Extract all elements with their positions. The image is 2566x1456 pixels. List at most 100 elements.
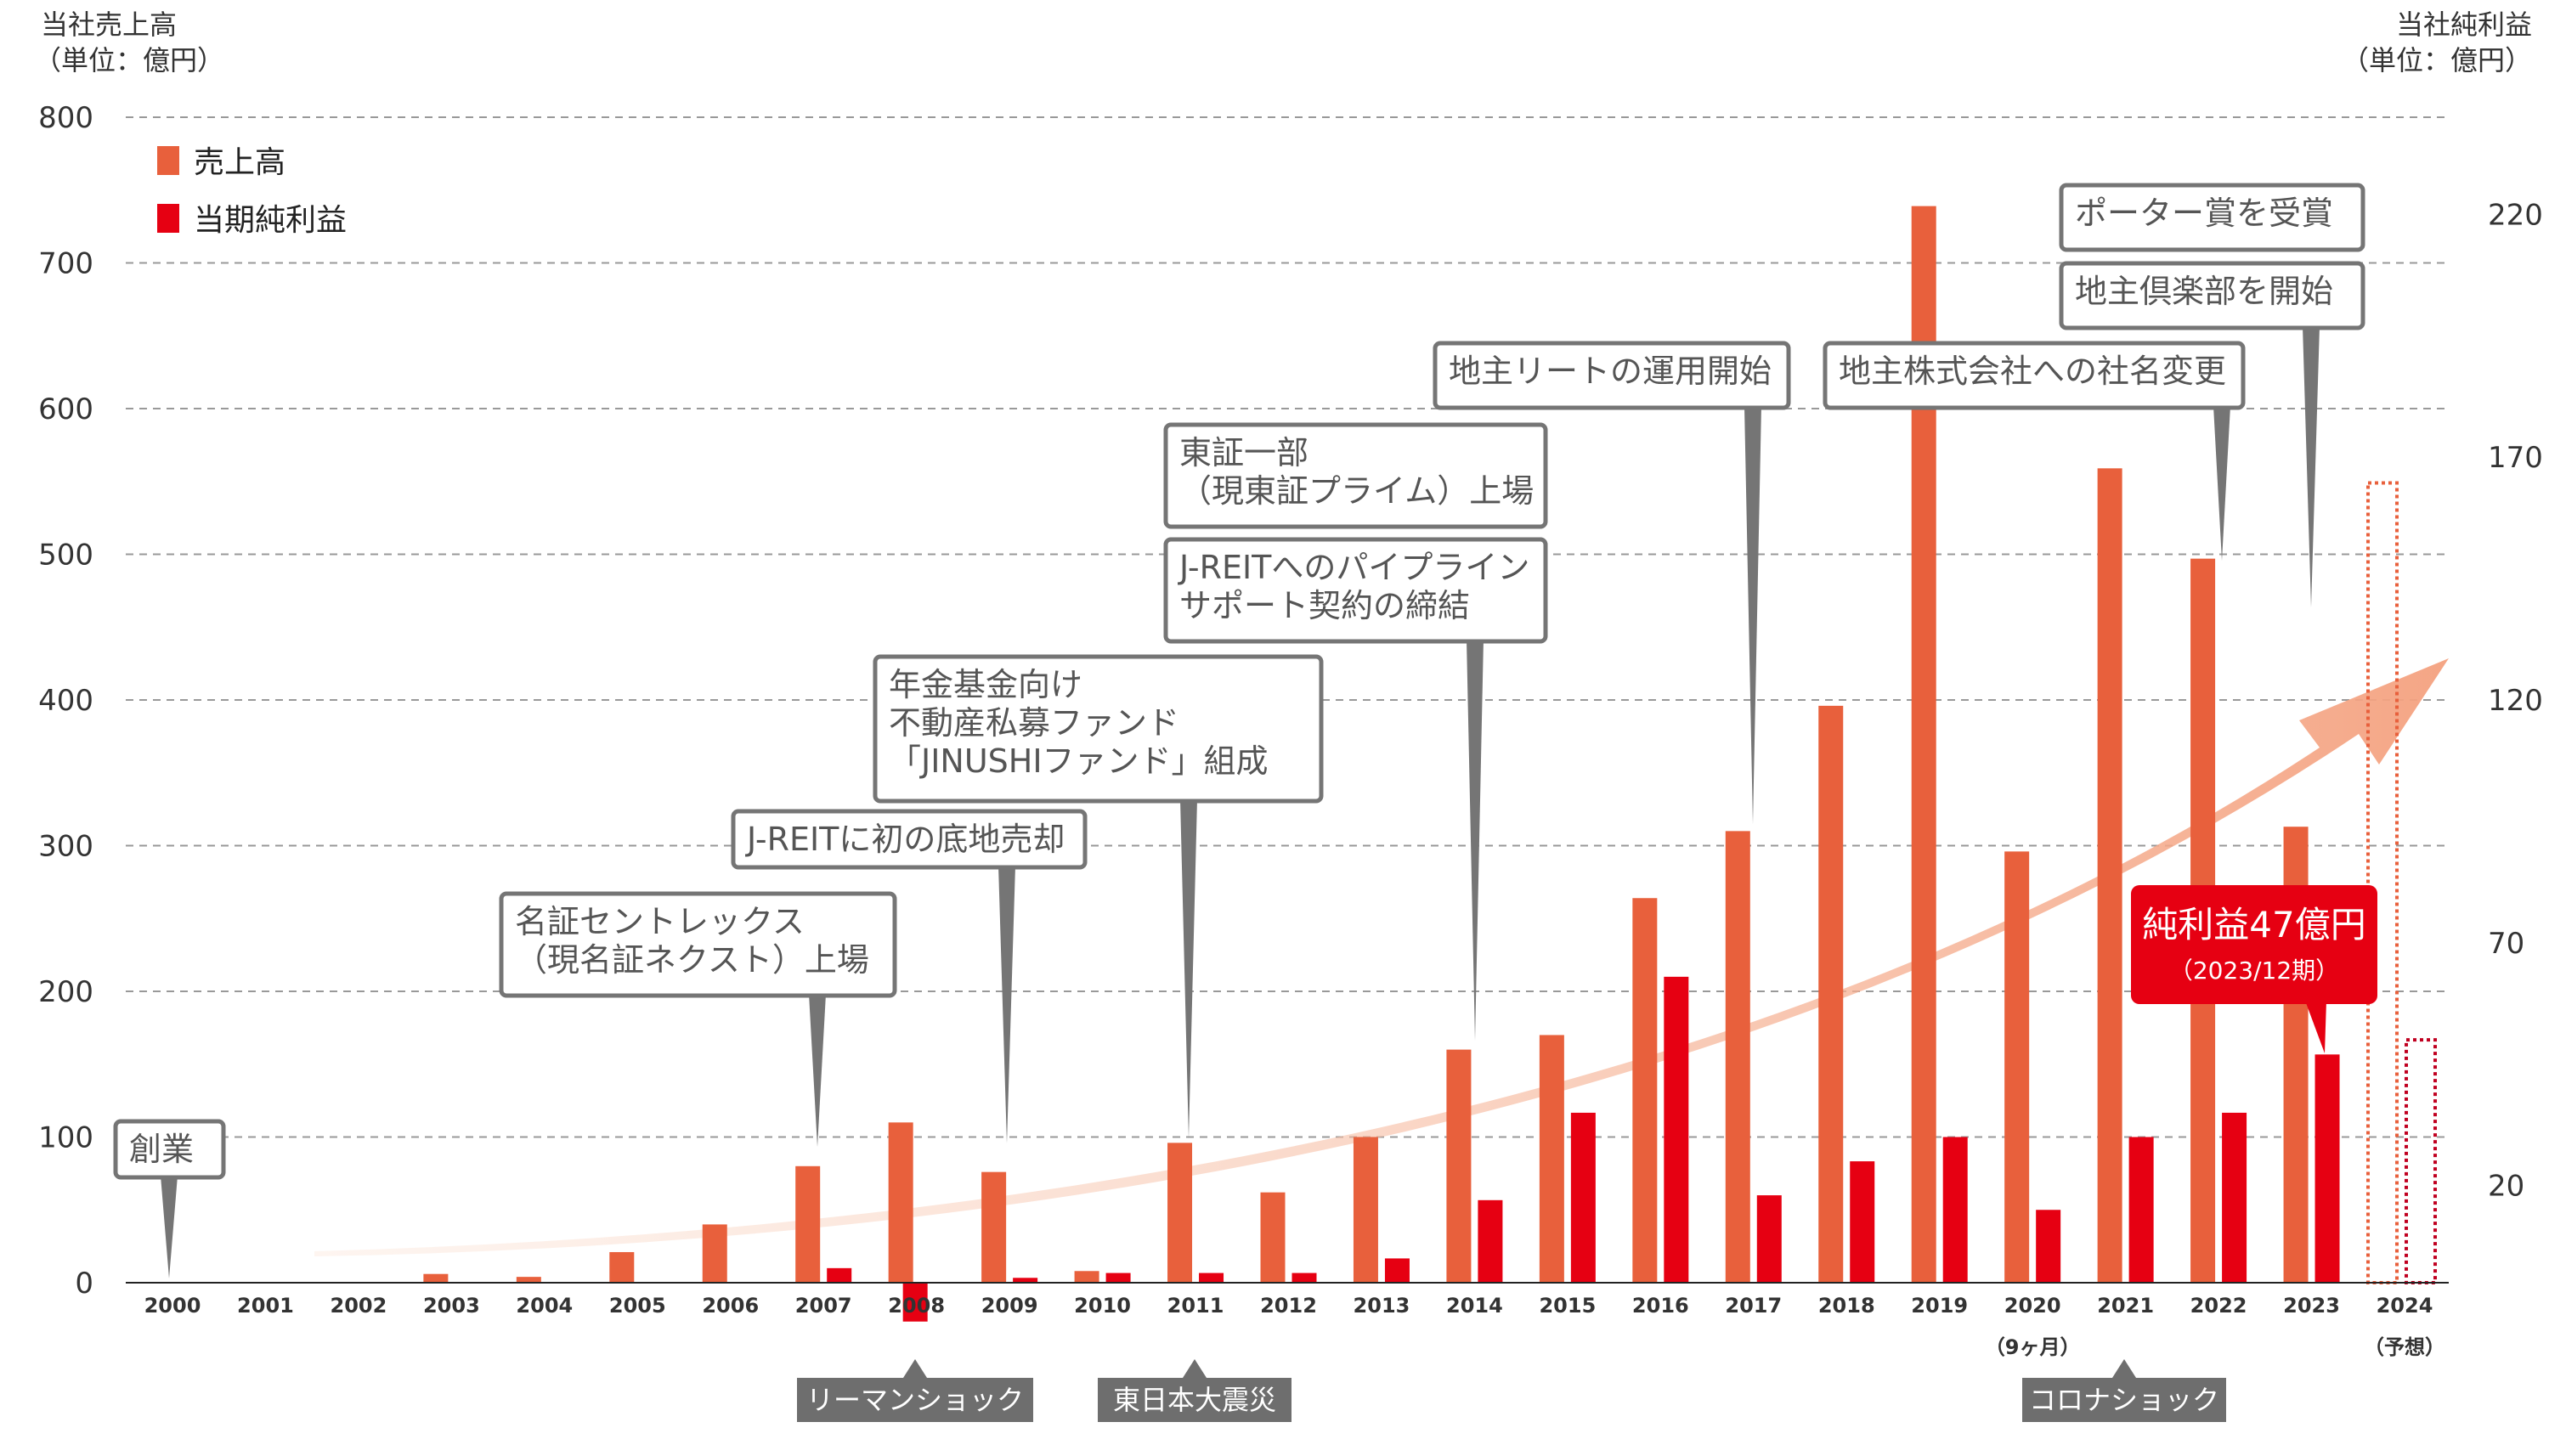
net-income-bar-2023 [2314,1054,2340,1283]
x-tick-label: 2024 [2377,1294,2433,1318]
sales-bar-2003 [423,1273,449,1283]
callout-text: ポーター賞を受賞 [2075,195,2333,232]
milestone-callout: 地主倶楽部を開始 [2059,261,2365,607]
callout-text: 地主株式会社への社名変更 [1839,353,2226,390]
x-tick-label: 2010 [1074,1294,1131,1318]
sales-bar-2010 [1074,1271,1099,1283]
sales-bar-2005 [609,1251,635,1283]
event-box [2022,1378,2226,1422]
milestone-callout: ポーター賞を受賞 [2059,183,2365,252]
event-label: コロナショック [2022,1359,2226,1422]
callout-box [1163,422,1548,529]
right-tick-label: 70 [2488,927,2524,961]
sales-bar-2014 [1446,1049,1472,1283]
x-tick-label: 2006 [702,1294,759,1318]
callout-box [731,809,1088,870]
callout-text: J-REITに初の底地売却 [745,821,1065,858]
left-axis-title-line1: 当社売上高 [41,8,177,41]
net-income-bar-2010 [1105,1273,1131,1283]
callout-box [2059,261,2365,330]
x-tick-label: 2013 [1354,1294,1410,1318]
x-tick-label: 2021 [2097,1294,2154,1318]
sales-bar-2011 [1167,1143,1193,1283]
callout-box [1163,537,1548,644]
callout-text: J-REITへのパイプライン [1178,549,1529,586]
net-income-bar-2020 [2036,1210,2061,1283]
x-tick-label: 2005 [609,1294,666,1318]
callout-text: 東証一部 [1179,434,1308,471]
milestone-callout: 創業 [113,1119,226,1278]
callout-box [113,1119,226,1180]
right-tick-label: 120 [2488,684,2543,718]
sales-bar-2018 [1818,705,1844,1283]
legend-swatch-sales [157,146,179,175]
event-box [797,1378,1033,1422]
sales-bar-2016 [1632,898,1658,1283]
net-income-callout-pointer [2305,1001,2326,1053]
sales-bar-2020 [2004,851,2030,1283]
x-tick-label: 2007 [795,1294,852,1318]
callout-pointer [809,994,826,1147]
callout-box [499,891,897,998]
left-tick-label: 600 [38,392,93,426]
right-tick-label: 170 [2488,441,2543,475]
sales-bar-2021 [2097,468,2122,1283]
right-axis-title-line2: （単位：億円） [2342,44,2532,76]
x-tick-label: 2020 [2004,1294,2061,1318]
net-income-callout: 純利益47億円 （2023/12期） [2131,885,2377,1053]
net-income-bar-2007 [827,1267,852,1283]
event-text: リーマンショック [806,1384,1024,1416]
callout-text: サポート契約の締結 [1179,587,1470,624]
event-label: リーマンショック [797,1359,1033,1422]
bars [423,206,2340,1322]
callout-box [1823,341,2246,410]
event-pointer [1183,1359,1207,1378]
net-income-bar-2009 [1013,1278,1038,1283]
forecast-boxes [2366,481,2437,1284]
net-income-bar-2021 [2128,1137,2154,1283]
callout-pointer [998,866,1015,1143]
left-tick-label: 0 [75,1267,93,1301]
net-income-bar-2018 [1850,1161,1875,1283]
sales-bar-2017 [1725,831,1750,1283]
left-tick-label: 700 [38,247,93,281]
net-income-bar-2015 [1570,1112,1596,1283]
x-tick-label: 2015 [1539,1294,1596,1318]
callout-text: （現名証ネクスト）上場 [515,941,869,979]
net-income-callout-main: 純利益47億円 [2142,904,2365,945]
sales-bar-2006 [702,1224,727,1283]
axes: 0 100 200 300 400 500 600 700 800 20 70 120 170 220 20… [38,101,2543,1359]
sales-bar-2007 [795,1165,821,1283]
milestone-callout: 地主リートの運用開始 [1433,341,1791,824]
milestone-callout: 東証一部（現東証プライム）上場 [1163,422,1548,529]
forecast-sales-box [2366,481,2399,1284]
right-tick-label: 20 [2488,1170,2524,1204]
milestone-callout: J-REITに初の底地売却 [731,809,1088,1143]
callout-text: 「JINUSHIファンド」組成 [889,742,1269,780]
event-label: 東日本大震災 [1098,1359,1291,1422]
legend-label-net-income: 当期純利益 [194,203,347,238]
callout-pointer [1467,640,1484,1041]
sales-bar-2015 [1539,1035,1564,1283]
x-tick-label: 2003 [423,1294,480,1318]
callout-pointer [1180,799,1197,1138]
left-tick-label: 500 [38,539,93,573]
callout-text: 地主倶楽部を開始 [2075,273,2333,310]
x-tick-label: 2018 [1818,1294,1875,1318]
x-tick-label: 2009 [981,1294,1038,1318]
sales-bar-2004 [516,1277,541,1283]
callout-pointer [2303,326,2320,607]
x-tick-label: 2022 [2190,1294,2247,1318]
event-text: 東日本大震災 [1113,1384,1276,1416]
x-tick-label: 2008 [888,1294,945,1318]
net-income-bar-2017 [1756,1195,1782,1283]
sales-bar-2013 [1353,1137,1378,1283]
callout-text: 名証セントレックス [515,903,805,940]
callout-pointer [161,1176,178,1278]
x-tick-label: 2019 [1911,1294,1968,1318]
net-income-bar-2016 [1664,976,1689,1283]
x-tick-label: 2004 [516,1294,573,1318]
x-tick-sublabel: （予想） [2364,1335,2445,1359]
legend-label-sales: 売上高 [194,145,285,180]
net-income-bar-2013 [1384,1258,1410,1283]
